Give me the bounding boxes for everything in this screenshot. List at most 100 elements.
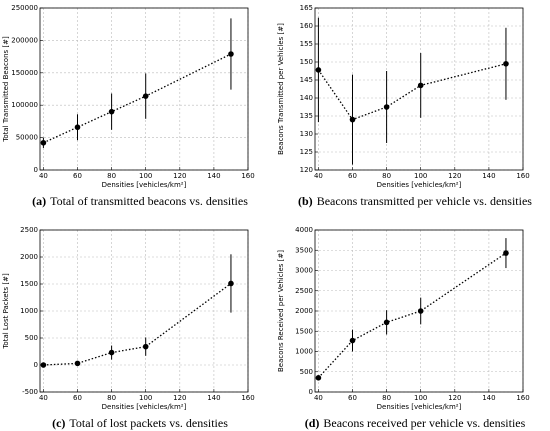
caption-text: Beacons transmitted per vehicle vs. dens… <box>317 194 533 208</box>
x-tick-label: 160 <box>241 394 254 402</box>
caption-text: Total of transmitted beacons vs. densiti… <box>50 194 248 208</box>
marker <box>383 104 390 110</box>
x-axis-label: Densities [vehicles/km²] <box>377 181 462 189</box>
x-tick-label: 80 <box>382 394 391 402</box>
y-tick-label: 135 <box>300 112 313 120</box>
data-line <box>43 282 232 366</box>
y-tick-label: 125 <box>300 148 313 156</box>
y-tick-label: 4000 <box>295 226 313 234</box>
y-axis-label: Beacons Received per Vehicles [#] <box>277 250 285 372</box>
marker <box>108 349 115 356</box>
x-tick-label: 160 <box>516 394 529 402</box>
y-tick-label: 500 <box>25 334 38 342</box>
marker <box>40 362 47 368</box>
y-tick-label: 130 <box>300 130 313 138</box>
y-tick-label: 120 <box>300 166 313 174</box>
panel: -500 0 500 1000 1500 2000 2500 40 60 80 100 120 140 1… <box>2 226 255 430</box>
y-tick-label: 145 <box>300 76 313 84</box>
x-axis-label: Densities [vehicles/km²] <box>102 403 187 411</box>
marker <box>417 82 424 89</box>
marker <box>142 93 149 99</box>
x-tick-label: 120 <box>448 172 461 180</box>
x-tick-label: 40 <box>314 394 323 402</box>
y-tick-label: 200000 <box>11 36 38 44</box>
y-tick-label: -500 <box>22 388 38 396</box>
y-tick-label: 100000 <box>11 101 38 109</box>
marker <box>503 61 509 67</box>
caption-label: (a) <box>32 194 46 208</box>
x-tick-label: 100 <box>414 394 427 402</box>
y-tick-label: 3000 <box>295 267 313 275</box>
x-tick-label: 40 <box>39 394 48 402</box>
x-axis-label: Densities [vehicles/km²] <box>102 181 187 189</box>
y-axis-label: Total Transmitted Beacons [#] <box>2 36 10 143</box>
caption-label: (b) <box>298 194 313 208</box>
x-tick-label: 80 <box>107 394 116 402</box>
y-tick-label: 1500 <box>295 327 313 335</box>
marker <box>503 250 509 256</box>
plot-frame <box>314 229 524 393</box>
caption-label: (c) <box>52 416 65 430</box>
marker <box>40 139 47 146</box>
x-tick-label: 40 <box>39 172 48 180</box>
x-tick-label: 80 <box>107 172 116 180</box>
y-tick-label: 2500 <box>20 226 38 234</box>
marker <box>315 67 322 73</box>
caption: (d) Beacons received per vehicle vs. dens… <box>305 416 526 430</box>
x-tick-label: 140 <box>482 394 495 402</box>
x-tick-label: 60 <box>348 172 357 180</box>
x-tick-label: 160 <box>516 172 529 180</box>
y-tick-label: 1500 <box>20 280 38 288</box>
marker <box>108 108 115 115</box>
data-line <box>43 53 232 144</box>
y-tick-label: 160 <box>300 22 313 30</box>
panel: 0 500 1000 1500 2000 2500 3000 3500 4000 40 60 80 10… <box>277 226 530 430</box>
marker <box>228 280 234 287</box>
caption-label: (d) <box>305 416 320 430</box>
x-tick-label: 120 <box>448 394 461 402</box>
caption-text: Beacons received per vehicle vs. densiti… <box>323 416 525 430</box>
x-tick-label: 120 <box>173 172 186 180</box>
y-tick-label: 1000 <box>20 307 38 315</box>
y-tick-label: 165 <box>300 4 313 12</box>
panel: 0 50000 100000 150000 200000 250000 40 60 80 100 1… <box>2 4 255 208</box>
x-tick-label: 60 <box>348 394 357 402</box>
y-axis-label: Total Lost Packets [#] <box>2 273 10 350</box>
x-axis-label: Densities [vehicles/km²] <box>377 403 462 411</box>
panel: 120 125 130 135 140 145 150 155 160 165 40 60 80 100 1… <box>277 4 532 208</box>
marker <box>142 343 149 350</box>
caption: (b) Beacons transmitted per vehicle vs. d… <box>298 194 532 208</box>
x-tick-label: 140 <box>207 394 220 402</box>
y-tick-label: 0 <box>34 166 38 174</box>
x-tick-label: 160 <box>241 172 254 180</box>
y-tick-label: 2000 <box>20 253 38 261</box>
caption-text: Total of lost packets vs. densities <box>69 416 228 430</box>
marker <box>349 337 356 344</box>
y-tick-label: 140 <box>300 94 313 102</box>
y-tick-label: 0 <box>309 388 313 396</box>
y-tick-label: 500 <box>300 368 313 376</box>
x-tick-label: 100 <box>139 394 152 402</box>
x-tick-label: 40 <box>314 172 323 180</box>
y-tick-label: 2500 <box>295 287 313 295</box>
y-tick-label: 150 <box>300 58 313 66</box>
x-tick-label: 100 <box>414 172 427 180</box>
x-tick-label: 100 <box>139 172 152 180</box>
y-tick-label: 155 <box>300 40 313 48</box>
x-tick-label: 60 <box>73 394 82 402</box>
x-tick-label: 140 <box>207 172 220 180</box>
marker <box>383 319 390 326</box>
marker <box>74 360 81 367</box>
data-line <box>317 63 507 121</box>
y-tick-label: 250000 <box>11 4 38 12</box>
y-tick-label: 50000 <box>16 134 38 142</box>
y-tick-label: 0 <box>34 361 38 369</box>
data-line <box>317 252 507 379</box>
x-tick-label: 140 <box>482 172 495 180</box>
plot-frame <box>39 7 249 171</box>
plot-frame <box>39 229 249 393</box>
x-tick-label: 120 <box>173 394 186 402</box>
caption: (c) Total of lost packets vs. densities <box>52 416 228 430</box>
